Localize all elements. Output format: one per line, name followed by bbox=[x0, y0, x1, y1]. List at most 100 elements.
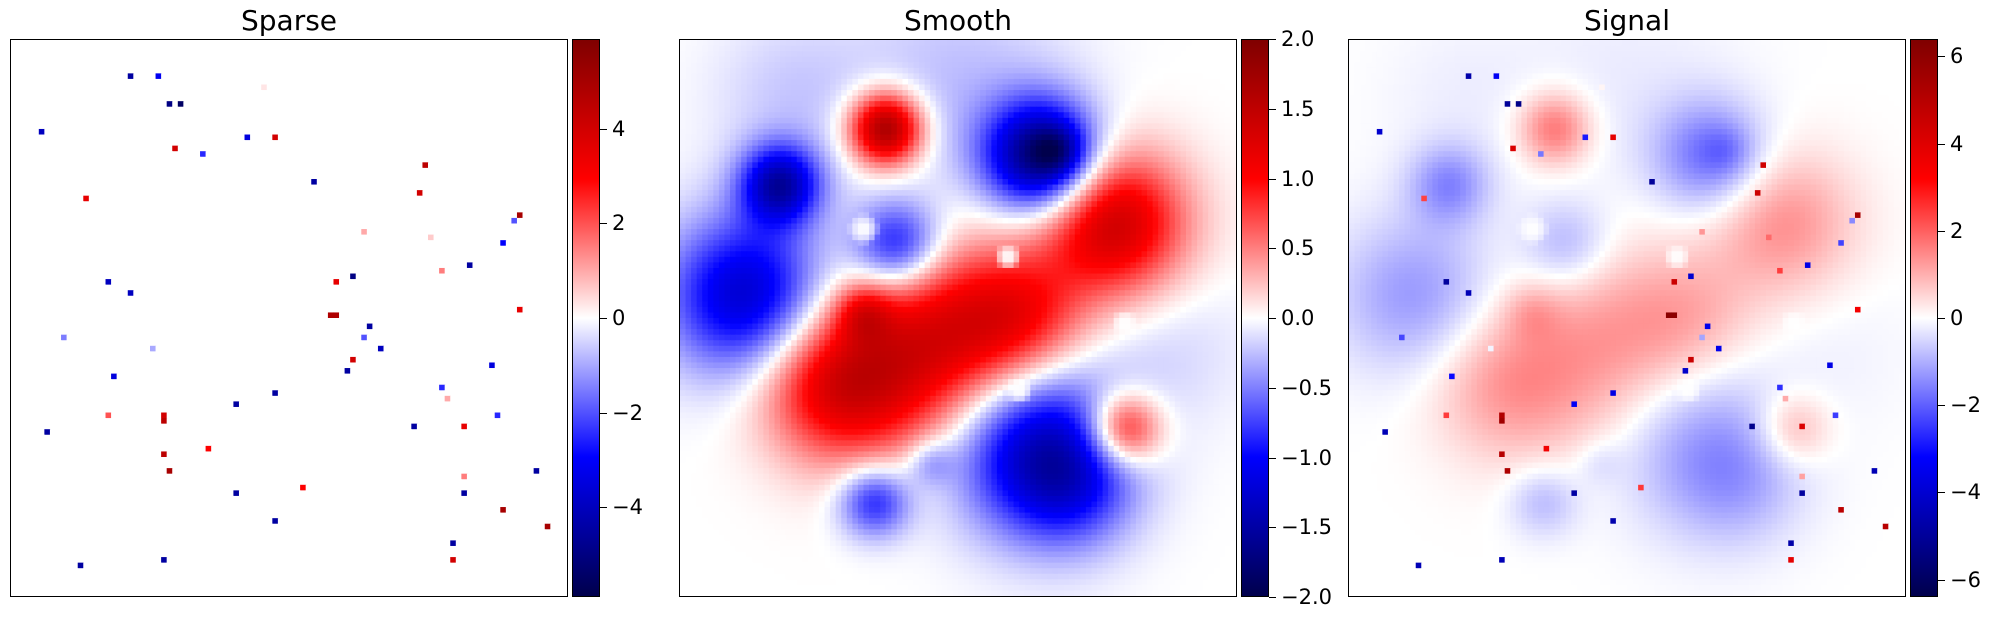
heatmap-cell bbox=[533, 212, 540, 219]
heatmap-cell bbox=[261, 84, 268, 91]
heatmap-cell bbox=[422, 251, 429, 258]
heatmap-cell bbox=[172, 123, 179, 130]
heatmap-cell bbox=[177, 67, 184, 74]
heatmap-cell bbox=[216, 134, 223, 141]
heatmap-cell bbox=[222, 295, 229, 302]
heatmap-cell bbox=[528, 279, 535, 286]
heatmap-cell bbox=[489, 151, 496, 158]
heatmap-cell bbox=[428, 306, 435, 314]
heatmap-cell bbox=[144, 45, 151, 52]
heatmap-cell bbox=[383, 90, 390, 97]
heatmap-cell bbox=[327, 201, 335, 208]
heatmap-cell bbox=[33, 140, 40, 147]
heatmap-cell bbox=[528, 56, 535, 63]
heatmap-cell bbox=[222, 306, 229, 314]
heatmap-cell bbox=[422, 301, 429, 308]
heatmap-cell bbox=[355, 112, 362, 119]
heatmap-cell bbox=[478, 78, 485, 86]
heatmap-cell bbox=[405, 284, 412, 291]
heatmap-cell bbox=[77, 51, 84, 58]
heatmap-cell bbox=[411, 312, 418, 319]
heatmap-cell bbox=[450, 212, 457, 219]
heatmap-cell bbox=[177, 251, 184, 258]
heatmap-cell bbox=[27, 167, 34, 175]
heatmap-cell bbox=[277, 40, 285, 47]
heatmap-cell bbox=[255, 290, 262, 297]
heatmap-cell bbox=[455, 106, 462, 113]
heatmap-cell bbox=[244, 306, 251, 314]
heatmap-cell bbox=[227, 306, 234, 314]
heatmap-cell bbox=[111, 145, 118, 152]
heatmap-cell bbox=[394, 306, 401, 314]
heatmap-cell bbox=[116, 306, 123, 314]
heatmap-cell bbox=[238, 123, 246, 130]
heatmap-cell bbox=[216, 167, 223, 175]
heatmap-cell bbox=[466, 78, 474, 86]
heatmap-cell bbox=[461, 67, 468, 74]
heatmap-cell bbox=[105, 173, 112, 180]
heatmap-cell bbox=[411, 151, 418, 158]
heatmap-cell bbox=[411, 167, 418, 175]
heatmap-cell bbox=[550, 229, 557, 236]
heatmap-cell bbox=[49, 73, 57, 80]
heatmap-cell bbox=[155, 67, 162, 74]
heatmap-cell bbox=[188, 140, 196, 147]
heatmap-cell bbox=[394, 84, 401, 91]
heatmap-cell bbox=[205, 284, 212, 291]
heatmap-cell bbox=[350, 73, 357, 80]
heatmap-cell bbox=[561, 101, 567, 108]
heatmap-cell bbox=[494, 145, 501, 152]
heatmap-cell bbox=[400, 262, 407, 269]
heatmap-cell bbox=[333, 179, 340, 186]
heatmap-cell bbox=[38, 190, 45, 197]
heatmap-cell bbox=[366, 312, 373, 319]
heatmap-cell bbox=[483, 56, 490, 63]
heatmap-cell bbox=[255, 301, 262, 308]
heatmap-cell bbox=[494, 112, 501, 119]
heatmap-cell bbox=[261, 206, 268, 213]
heatmap-cell bbox=[366, 306, 373, 314]
heatmap-cell bbox=[66, 206, 73, 213]
heatmap-cell bbox=[305, 312, 312, 319]
heatmap-cell bbox=[528, 195, 535, 202]
heatmap-cell bbox=[138, 179, 146, 186]
heatmap-cell bbox=[372, 273, 379, 280]
heatmap-cell bbox=[183, 234, 190, 241]
heatmap-cell bbox=[61, 101, 68, 108]
heatmap-cell bbox=[11, 295, 18, 302]
heatmap-cell bbox=[472, 201, 479, 208]
heatmap-cell bbox=[227, 167, 234, 175]
heatmap-cell bbox=[266, 84, 273, 91]
heatmap-cell bbox=[294, 195, 301, 202]
heatmap-cell bbox=[72, 40, 79, 47]
heatmap-cell bbox=[472, 312, 479, 319]
heatmap-cell bbox=[255, 295, 262, 302]
heatmap-cell bbox=[250, 134, 257, 141]
heatmap-cell bbox=[61, 256, 68, 263]
heatmap-cell bbox=[305, 212, 312, 219]
heatmap-cell bbox=[233, 206, 240, 213]
heatmap-cell bbox=[33, 234, 40, 241]
heatmap-cell bbox=[333, 284, 340, 291]
heatmap-cell bbox=[450, 306, 457, 314]
heatmap-cell bbox=[416, 95, 424, 102]
heatmap-cell bbox=[27, 95, 34, 102]
heatmap-cell bbox=[555, 45, 563, 52]
heatmap-cell bbox=[433, 123, 440, 130]
heatmap-cell bbox=[383, 95, 390, 102]
heatmap-cell bbox=[489, 295, 496, 302]
heatmap-cell bbox=[305, 290, 312, 297]
heatmap-cell bbox=[305, 229, 312, 236]
heatmap-cell bbox=[544, 301, 551, 308]
heatmap-cell bbox=[327, 117, 335, 124]
heatmap-cell bbox=[344, 240, 351, 247]
heatmap-cell bbox=[138, 101, 146, 108]
heatmap-cell bbox=[422, 273, 429, 280]
heatmap-cell bbox=[411, 78, 418, 86]
heatmap-cell bbox=[144, 251, 151, 258]
heatmap-cell bbox=[250, 128, 257, 136]
heatmap-cell bbox=[200, 140, 207, 147]
heatmap-cell bbox=[250, 267, 257, 275]
heatmap-cell bbox=[233, 73, 240, 80]
heatmap-cell bbox=[27, 62, 34, 69]
